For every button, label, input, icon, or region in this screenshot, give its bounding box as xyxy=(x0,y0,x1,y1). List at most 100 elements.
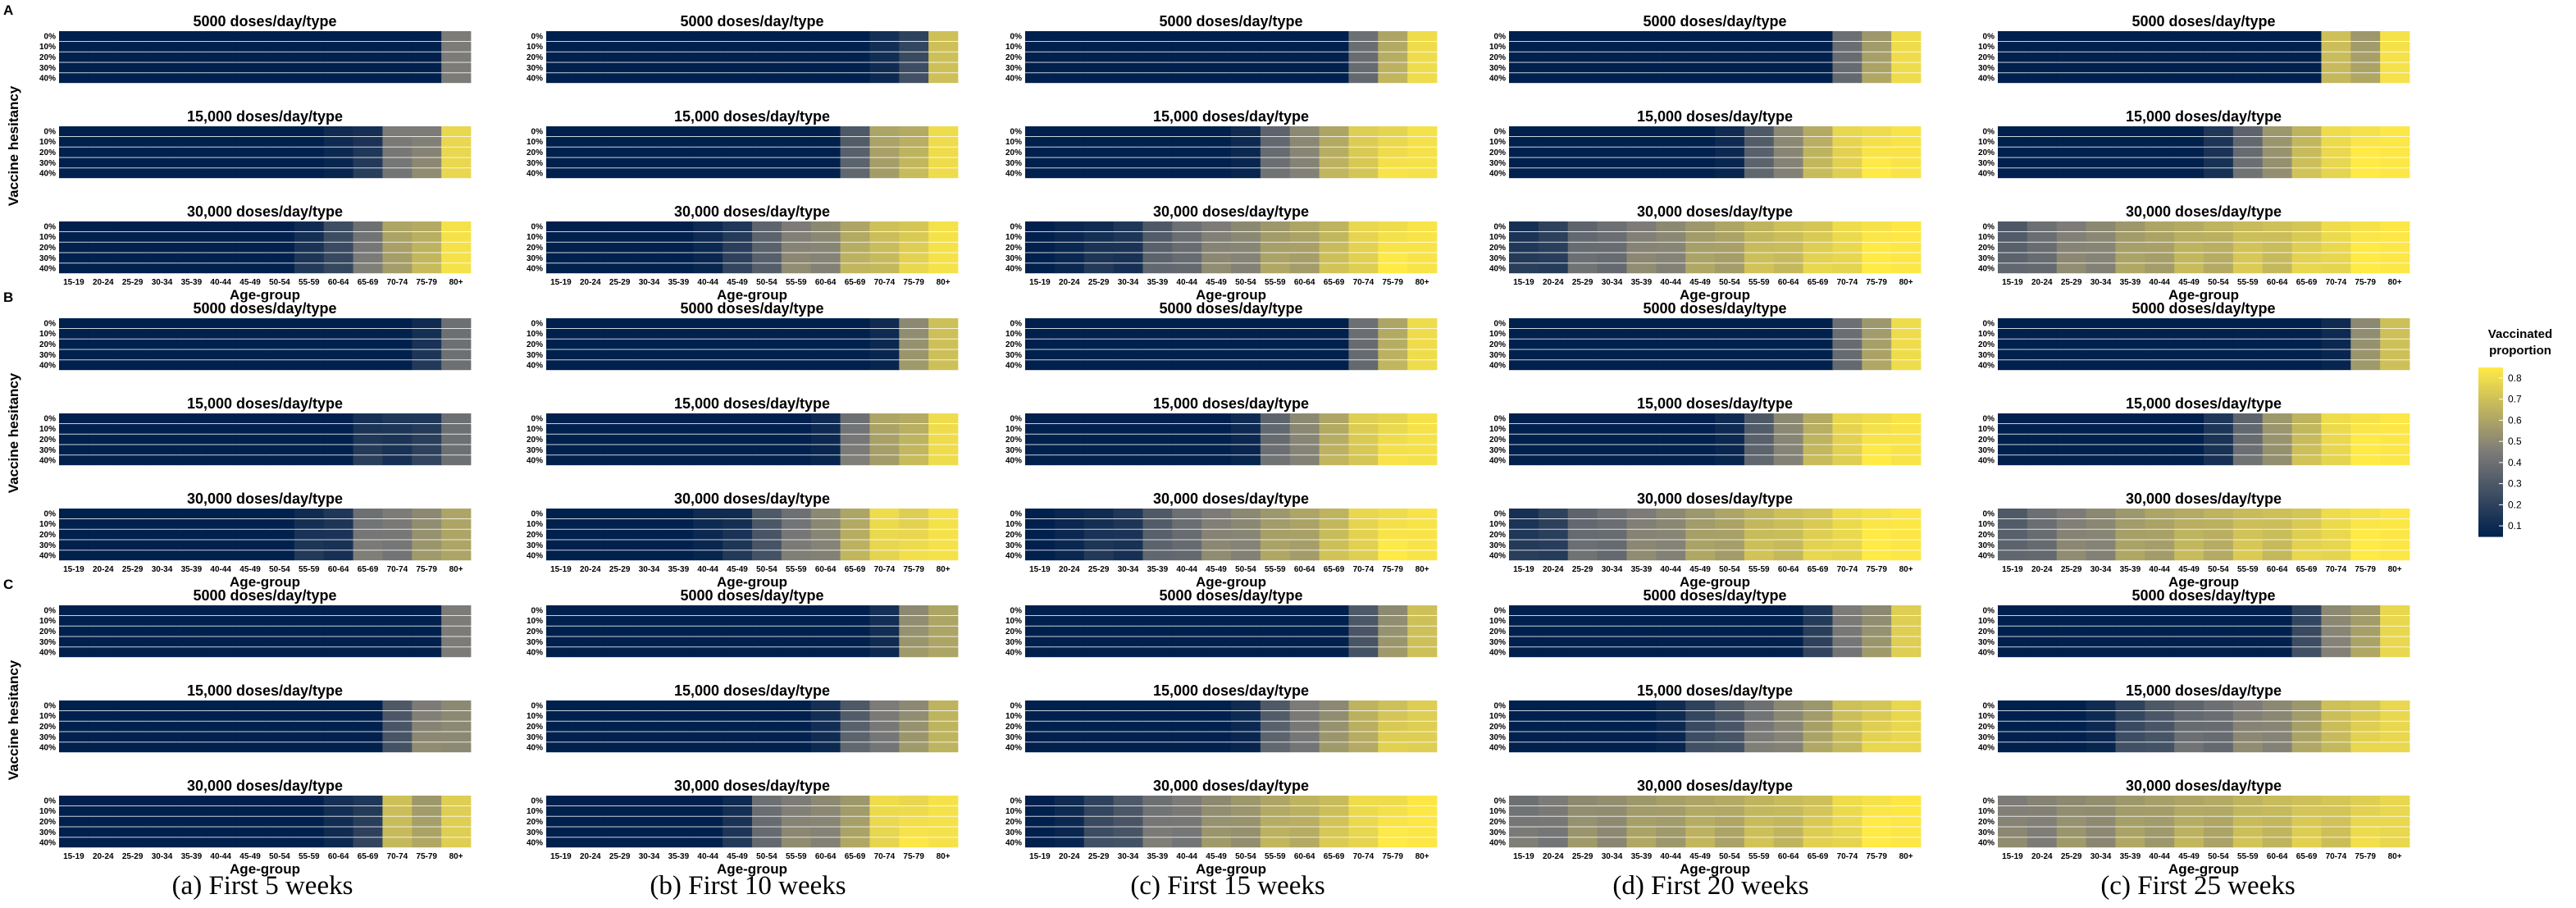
heatmap-cell xyxy=(840,518,870,529)
heatmap-cell xyxy=(2204,721,2234,732)
heatmap-cell xyxy=(2321,168,2351,179)
heatmap-cell xyxy=(1891,231,1922,242)
heatmap-cell xyxy=(781,518,812,529)
heatmap-cell xyxy=(206,445,236,455)
heatmap-cell xyxy=(1538,637,1569,647)
heatmap-cell xyxy=(265,339,295,349)
heatmap-cell xyxy=(1260,263,1291,274)
heatmap-cell xyxy=(1289,615,1320,626)
heatmap-cell xyxy=(2086,62,2116,73)
heatmap-cell xyxy=(353,540,383,550)
heatmap-cell xyxy=(1172,796,1202,805)
heatmap-cell xyxy=(810,805,841,816)
heatmap-cell xyxy=(1289,721,1320,732)
heatmap-cell xyxy=(1597,168,1627,179)
colorbar-segment xyxy=(2478,405,2503,408)
heatmap-cell xyxy=(1509,445,1539,455)
heatmap-cell xyxy=(1803,253,1833,263)
x-tick-label: 60-64 xyxy=(328,565,349,574)
heatmap-cell xyxy=(663,529,694,540)
heatmap-cell xyxy=(2350,126,2381,136)
heatmap-cell xyxy=(723,827,753,837)
heatmap-cell xyxy=(1998,710,2028,721)
subplot-title: 5000 doses/day/type xyxy=(193,587,336,604)
heatmap-cell xyxy=(1054,637,1085,647)
heatmap-cell xyxy=(1025,518,1055,529)
heatmap-cell xyxy=(1289,637,1320,647)
heatmap-cell xyxy=(59,242,89,253)
heatmap-cell xyxy=(1289,147,1320,157)
heatmap-cell xyxy=(663,126,694,136)
heatmap-cell xyxy=(1260,637,1291,647)
heatmap-cell xyxy=(441,626,472,637)
y-tick-label: 40% xyxy=(1978,649,1995,658)
heatmap-cell xyxy=(1685,157,1716,168)
heatmap-cell xyxy=(781,637,812,647)
heatmap-cell xyxy=(1803,721,1833,732)
heatmap-cell xyxy=(2291,221,2322,231)
heatmap-cell xyxy=(2056,700,2086,710)
heatmap-cell xyxy=(2350,816,2381,827)
heatmap-cell xyxy=(1715,615,1745,626)
x-tick-label: 20-24 xyxy=(2031,565,2053,574)
x-tick-label: 80+ xyxy=(449,852,463,861)
heatmap-cell xyxy=(441,518,472,529)
heatmap-cell xyxy=(1113,637,1143,647)
heatmap-cell xyxy=(382,157,413,168)
heatmap-cell xyxy=(1567,816,1598,827)
subplot-title: 5000 doses/day/type xyxy=(1159,13,1302,30)
heatmap-cell xyxy=(604,73,635,84)
heatmap-cell xyxy=(1626,518,1657,529)
heatmap-cell xyxy=(1172,73,1202,84)
heatmap-cell xyxy=(1509,529,1539,540)
heatmap-cell xyxy=(59,126,89,136)
heatmap-cell xyxy=(899,837,929,848)
y-tick-label: 10% xyxy=(527,330,543,339)
heatmap-cell xyxy=(1260,253,1291,263)
heatmap-cell xyxy=(1172,328,1202,339)
y-tick-label: 0% xyxy=(531,127,544,136)
heatmap-cell xyxy=(1891,518,1922,529)
x-tick-label: 70-74 xyxy=(1837,852,1858,861)
heatmap-cell xyxy=(1172,732,1202,742)
colorbar-segment xyxy=(2478,367,2503,371)
heatmap-cell xyxy=(693,700,723,710)
x-tick-label: 55-59 xyxy=(786,565,807,574)
colorbar-segment xyxy=(2478,458,2503,461)
heatmap-cell xyxy=(2321,62,2351,73)
heatmap-cell xyxy=(723,742,753,753)
heatmap-cell xyxy=(88,147,119,157)
heatmap-cell xyxy=(928,339,959,349)
heatmap-cell xyxy=(2145,221,2175,231)
heatmap-cell xyxy=(752,637,782,647)
heatmap-cell xyxy=(840,136,870,147)
heatmap-cell xyxy=(1025,550,1055,561)
heatmap-cell xyxy=(1407,147,1438,157)
heatmap-cell xyxy=(604,615,635,626)
subplot-title: 30,000 doses/day/type xyxy=(1153,491,1309,507)
heatmap-cell xyxy=(2145,253,2175,263)
heatmap-cell xyxy=(235,509,266,518)
heatmap-cell xyxy=(1289,805,1320,816)
heatmap-cell xyxy=(1891,253,1922,263)
heatmap-cell xyxy=(1025,434,1055,445)
heatmap-cell xyxy=(1319,126,1349,136)
heatmap-cell xyxy=(1054,615,1085,626)
heatmap-cell xyxy=(88,742,119,753)
heatmap-cell xyxy=(2350,710,2381,721)
heatmap-cell xyxy=(88,827,119,837)
heatmap-cell xyxy=(2115,168,2145,179)
y-tick-label: 0% xyxy=(1010,32,1023,41)
heatmap-cell xyxy=(2086,837,2116,848)
y-tick-label: 10% xyxy=(1978,520,1995,529)
heatmap-cell xyxy=(294,318,325,328)
heatmap-cell xyxy=(59,455,89,466)
y-tick-label: 10% xyxy=(1489,712,1506,721)
heatmap-cell xyxy=(2204,73,2234,84)
x-tick-label: 35-39 xyxy=(1631,852,1653,861)
subplot-title: 15,000 doses/day/type xyxy=(1637,682,1793,699)
heatmap-cell xyxy=(147,423,177,434)
heatmap-cell xyxy=(117,509,148,518)
heatmap-cell xyxy=(2145,62,2175,73)
heatmap-cell xyxy=(1538,710,1569,721)
